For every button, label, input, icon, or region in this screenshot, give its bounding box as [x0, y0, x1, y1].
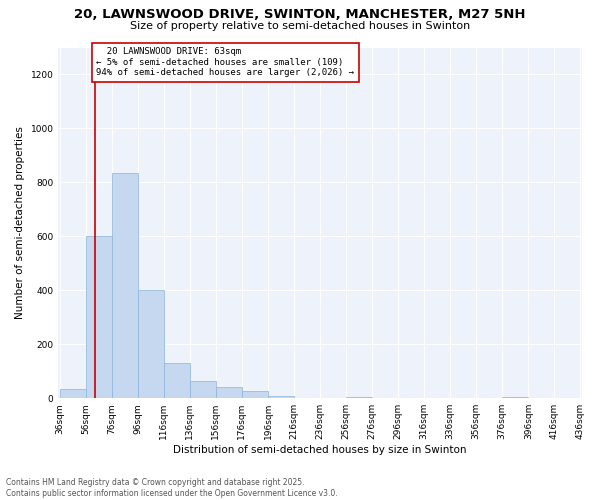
- Text: 20, LAWNSWOOD DRIVE, SWINTON, MANCHESTER, M27 5NH: 20, LAWNSWOOD DRIVE, SWINTON, MANCHESTER…: [74, 8, 526, 20]
- Bar: [60, 389, 86, 398]
- Text: Contains HM Land Registry data © Crown copyright and database right 2025.
Contai: Contains HM Land Registry data © Crown c…: [6, 478, 338, 498]
- Y-axis label: Number of semi-detached properties: Number of semi-detached properties: [15, 126, 25, 320]
- Bar: [164, 363, 190, 398]
- Bar: [86, 236, 112, 398]
- Text: Size of property relative to semi-detached houses in Swinton: Size of property relative to semi-detach…: [130, 21, 470, 31]
- X-axis label: Distribution of semi-detached houses by size in Swinton: Distribution of semi-detached houses by …: [173, 445, 467, 455]
- Text: 20 LAWNSWOOD DRIVE: 63sqm
← 5% of semi-detached houses are smaller (109)
94% of : 20 LAWNSWOOD DRIVE: 63sqm ← 5% of semi-d…: [96, 48, 354, 78]
- Bar: [216, 388, 242, 398]
- Bar: [502, 397, 528, 398]
- Bar: [242, 392, 268, 398]
- Bar: [190, 380, 216, 398]
- Bar: [268, 396, 294, 398]
- Bar: [138, 290, 164, 398]
- Bar: [346, 397, 372, 398]
- Bar: [112, 173, 137, 398]
